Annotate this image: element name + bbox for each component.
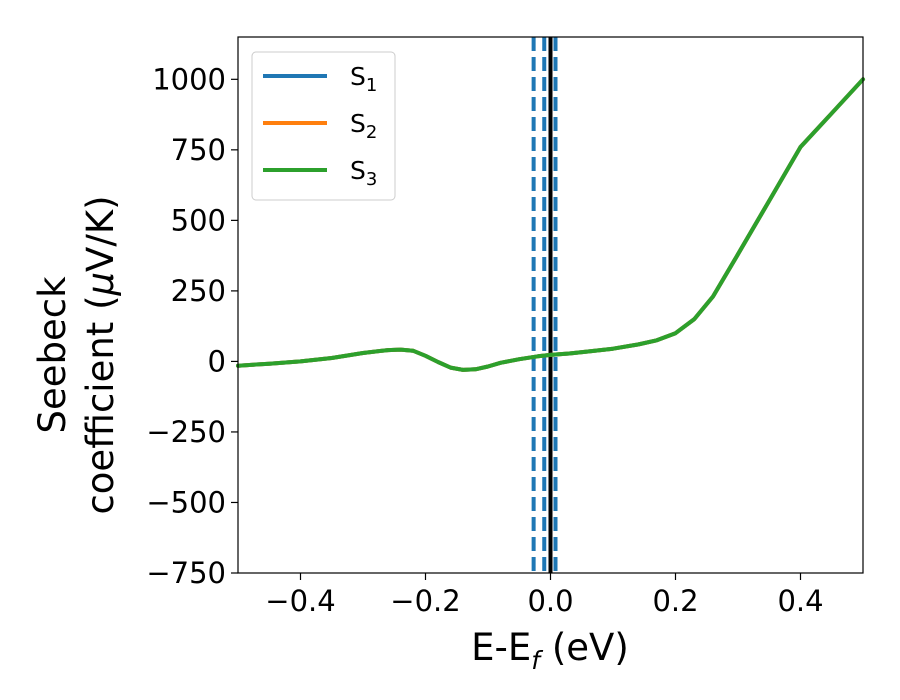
legend-label-s2-name: S — [350, 109, 366, 138]
series-line-s3 — [236, 77, 865, 372]
y-tick-label: 0 — [208, 344, 226, 378]
y-axis-label-prefix: coefficient ( — [79, 295, 122, 514]
x-axis-label: E-Ef (eV) — [471, 626, 629, 675]
y-axis-label-line2: coefficient (μV/K) — [79, 195, 122, 514]
y-axis-label-line1: Seebeck — [31, 276, 74, 434]
legend-label-s1: S1 — [350, 62, 377, 96]
y-tick-label: −750 — [146, 556, 226, 590]
legend-label-s3-sub: 3 — [366, 169, 377, 190]
x-axis-label-main: E-E — [471, 626, 531, 669]
x-tick-label: −0.4 — [265, 584, 335, 618]
legend-box — [251, 51, 396, 201]
vertical-lines — [531, 37, 558, 573]
y-tick-label: 500 — [171, 203, 226, 237]
x-tick-label: 0.0 — [527, 584, 573, 618]
legend: S1 S2 S3 — [251, 51, 396, 201]
y-tick-label: −500 — [146, 485, 226, 519]
x-axis-label-tail: (eV) — [540, 626, 629, 669]
x-tick-label: 0.2 — [652, 584, 698, 618]
x-tick-label: −0.2 — [390, 584, 460, 618]
legend-label-s1-sub: 1 — [366, 75, 377, 96]
series-lines — [236, 77, 865, 372]
x-ticks: −0.4 −0.2 0.0 0.2 0.4 — [265, 573, 824, 618]
legend-label-s2: S2 — [350, 109, 377, 143]
y-tick-label: 750 — [171, 133, 226, 167]
y-tick-label: 250 — [171, 274, 226, 308]
y-ticks: −750 −500 −250 0 250 500 750 1000 — [146, 62, 238, 590]
y-axis-label-mu: μ — [79, 272, 122, 297]
legend-label-s1-name: S — [350, 62, 366, 91]
legend-label-s3-name: S — [350, 156, 366, 185]
x-tick-label: 0.4 — [777, 584, 823, 618]
legend-label-s2-sub: 2 — [366, 122, 377, 143]
y-tick-label: −250 — [146, 415, 226, 449]
y-tick-label: 1000 — [152, 62, 226, 96]
legend-label-s3: S3 — [350, 156, 377, 190]
y-axis-label-suffix: V/K) — [79, 195, 122, 271]
y-axis-label: Seebeck coefficient (μV/K) — [31, 195, 122, 514]
